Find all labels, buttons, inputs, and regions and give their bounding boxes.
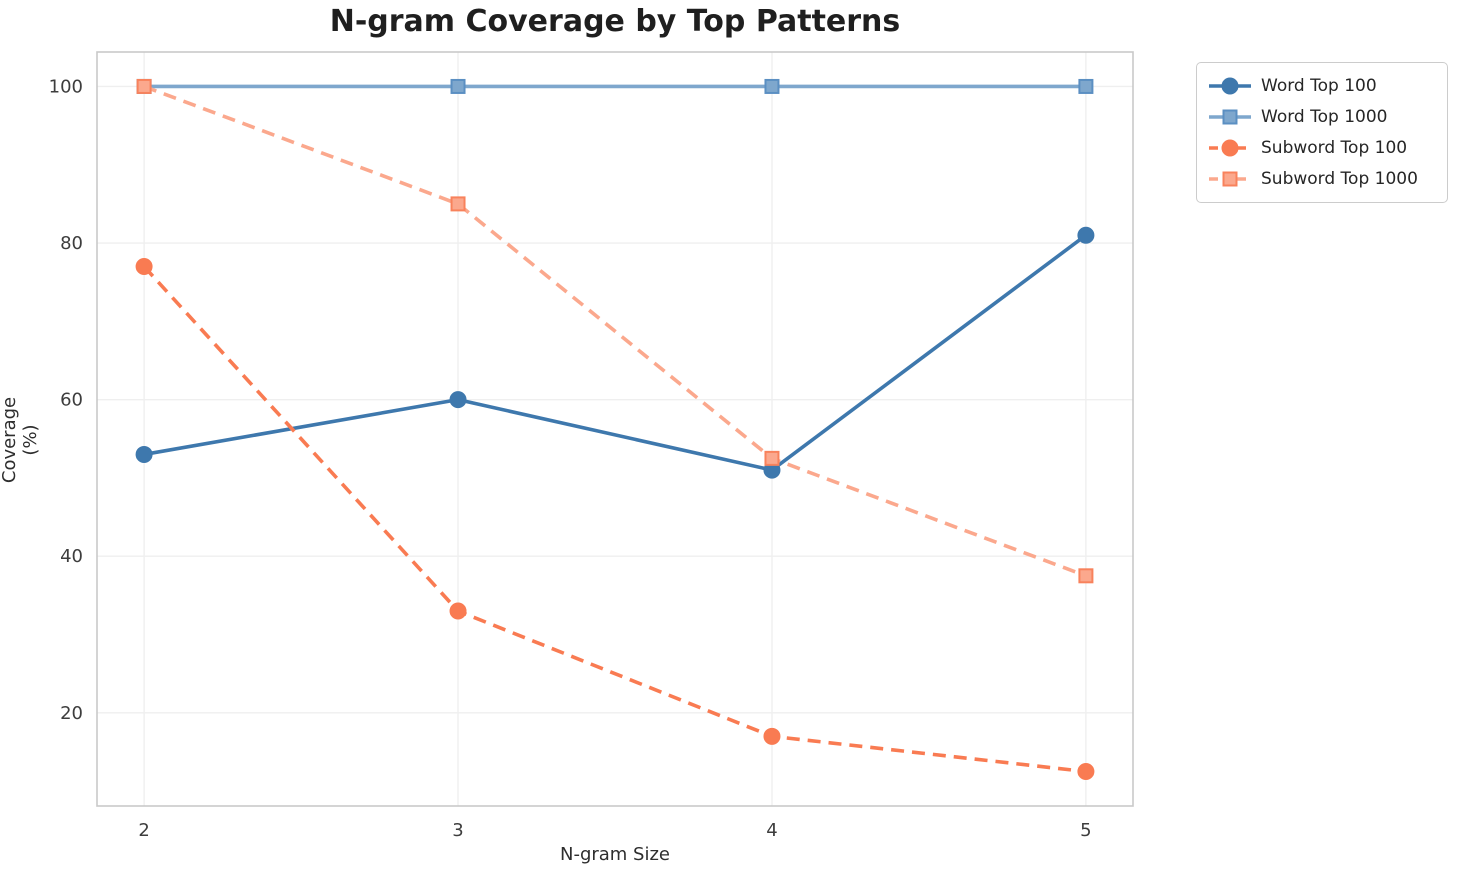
legend-label: Subword Top 100: [1261, 138, 1408, 158]
circle-marker: [449, 602, 467, 620]
legend-item-word-top-100: Word Top 100: [1207, 73, 1435, 99]
square-marker: [450, 196, 466, 212]
plot-border: [96, 51, 1134, 807]
series-subword-top-100: [135, 258, 1095, 781]
legend-line-sample: [1209, 77, 1251, 95]
x-tick-label: 3: [452, 820, 463, 841]
legend-line-sample: [1209, 139, 1251, 157]
series-line: [142, 265, 1087, 774]
square-marker: [136, 78, 152, 94]
legend-item-subword-top-1000: Subword Top 1000: [1207, 166, 1435, 192]
legend-label: Word Top 100: [1261, 76, 1377, 96]
chart-title: N-gram Coverage by Top Patterns: [329, 4, 901, 39]
y-tick-label: 20: [60, 703, 83, 724]
square-marker: [1078, 568, 1094, 584]
x-axis-label: N-gram Size: [559, 844, 671, 865]
circle-marker: [449, 391, 467, 409]
circle-marker: [1077, 226, 1095, 244]
y-tick-label: 100: [49, 76, 83, 97]
legend: Word Top 100 Word Top 1000 Subword Top 100…: [1196, 62, 1448, 203]
x-tick-label: 4: [766, 820, 777, 841]
square-marker: [450, 78, 466, 94]
legend-label: Word Top 1000: [1261, 107, 1388, 127]
circle-marker: [1221, 139, 1239, 157]
x-tick-label: 2: [138, 820, 149, 841]
legend-line-sample: [1209, 109, 1251, 125]
legend-label: Subword Top 1000: [1261, 169, 1418, 189]
series-line: [143, 84, 1087, 578]
circle-marker: [135, 258, 153, 276]
circle-marker: [1077, 763, 1095, 781]
square-marker: [1222, 109, 1238, 125]
square-marker: [1222, 171, 1238, 187]
circle-marker: [1221, 77, 1239, 95]
series-line: [143, 233, 1087, 472]
y-tick-label: 80: [60, 233, 83, 254]
y-tick-label: 40: [60, 546, 83, 567]
circle-marker: [763, 727, 781, 745]
legend-line-sample: [1209, 171, 1251, 187]
square-marker: [764, 450, 780, 466]
circle-marker: [135, 445, 153, 463]
legend-item-word-top-1000: Word Top 1000: [1207, 104, 1435, 130]
square-marker: [1078, 78, 1094, 94]
series-word-top-100: [135, 226, 1095, 479]
legend-item-subword-top-100: Subword Top 100: [1207, 135, 1435, 161]
y-tick-label: 60: [60, 390, 83, 411]
square-marker: [764, 78, 780, 94]
series-subword-top-1000: [136, 78, 1094, 584]
series-word-top-1000: [136, 78, 1094, 94]
x-tick-label: 5: [1080, 820, 1091, 841]
